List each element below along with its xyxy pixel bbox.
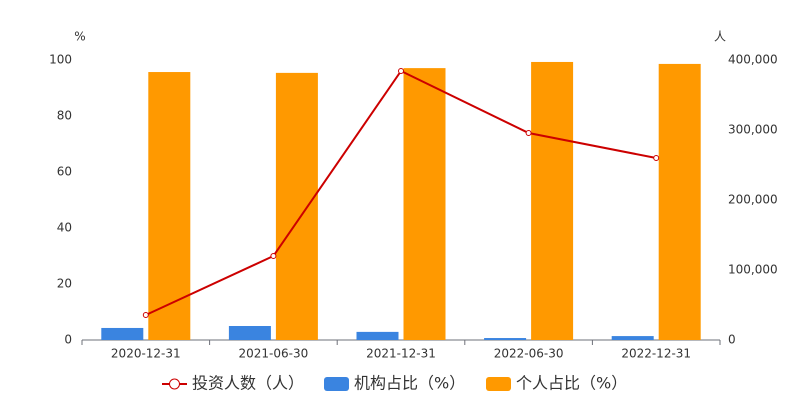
y-tick-label: 0 [64, 333, 72, 347]
line-marker [653, 155, 660, 161]
x-tick-label: 2022-12-31 [621, 347, 691, 361]
line-marker [525, 130, 532, 137]
legend-swatch [324, 377, 349, 391]
y-tick-label: 100 [49, 53, 72, 67]
y-tick-label: 80 [57, 109, 72, 123]
legend-swatch [486, 377, 511, 391]
x-tick-label: 2021-12-31 [366, 347, 436, 361]
bar [611, 336, 654, 340]
line-marker [270, 253, 277, 259]
bar [101, 327, 144, 340]
y2-tick-label: 200,000 [728, 193, 778, 207]
bar [484, 338, 527, 340]
y2-unit: 人 [714, 30, 726, 44]
bar [531, 61, 574, 341]
x-tick-label: 2020-12-31 [111, 347, 181, 361]
line-marker [142, 312, 149, 319]
bar [356, 331, 399, 340]
y-unit: % [74, 30, 85, 44]
y2-tick-label: 300,000 [728, 123, 778, 137]
bar [228, 326, 271, 340]
x-tick-label: 2022-06-30 [494, 347, 564, 361]
y-tick-label: 60 [57, 165, 72, 179]
line-marker [398, 67, 404, 74]
y2-tick-label: 400,000 [728, 53, 778, 67]
x-tick-label: 2021-06-30 [239, 347, 309, 361]
line [145, 69, 657, 316]
legend-label: 投资人数（人） [192, 374, 304, 393]
bar [658, 63, 701, 341]
y-tick-label: 40 [57, 221, 72, 235]
legend-label: 机构占比（%） [354, 374, 465, 393]
legend-swatch-marker [169, 378, 180, 390]
legend-label: 个人占比（%） [516, 374, 627, 393]
bar [148, 72, 191, 340]
y2-tick-label: 0 [728, 333, 736, 347]
bar [403, 68, 446, 341]
legend: 投资人数（人） 机构占比（%） 个人占比（%） [162, 374, 627, 393]
y2-tick-label: 100,000 [728, 263, 778, 277]
y-tick-label: 20 [57, 277, 72, 291]
bar [275, 72, 318, 340]
